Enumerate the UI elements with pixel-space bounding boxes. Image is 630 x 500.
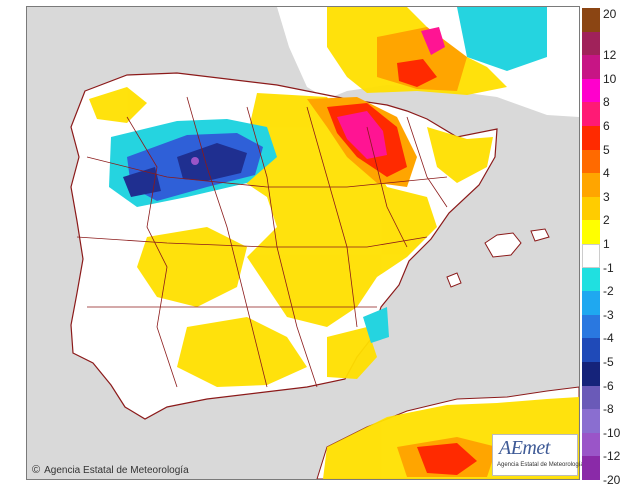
legend-swatch [582,456,600,480]
legend-label: -12 [603,449,621,464]
legend-label: -6 [603,378,614,393]
aemet-logo: AEmet Agencia Estatal de Meteorología [492,434,584,476]
color-scale-legend: 20 12 10 8 6 5 4 3 2 1 -1 -2 -3 -4 -5 -6 -8 -10 -12 -20 [582,8,630,486]
legend-entry: -2 [582,267,630,297]
legend-entry: -6 [582,362,630,392]
legend-label: 1 [603,236,610,251]
legend-label: 5 [603,142,610,157]
legend-label: -8 [603,402,614,417]
map-canvas [27,7,579,479]
legend-entry: 4 [582,149,630,179]
legend-swatch [582,8,600,32]
legend-swatch [582,244,600,268]
legend-entry: -20 [582,456,630,486]
legend-entry: 6 [582,102,630,132]
legend-label: 8 [603,95,610,110]
legend-swatch [582,149,600,174]
legend-label: 10 [603,71,617,86]
province-borders [76,96,448,388]
legend-swatch [582,31,600,56]
legend-entry: 2 [582,196,630,226]
legend-entry: 5 [582,126,630,156]
legend-entry: -10 [582,409,630,439]
legend-swatch [582,409,600,433]
legend-label: 12 [603,48,617,63]
legend-swatch [582,362,600,386]
legend-swatch [582,220,600,244]
legend-swatch [582,102,600,126]
legend-label: 3 [603,189,610,204]
legend-entry: 3 [582,173,630,203]
logo-brand: AEmet [499,437,550,459]
legend-entry: 1 [582,220,630,250]
temperature-anomaly-map [26,6,580,480]
legend-label: -4 [603,331,614,346]
legend-swatch [582,314,600,339]
legend-label: -2 [603,284,614,299]
cold-anomaly-purple-spot [191,157,199,165]
legend-swatch [582,267,600,292]
legend-entry: -5 [582,338,630,368]
legend-label: -5 [603,354,614,369]
legend-swatch [582,55,600,79]
legend-swatch [582,338,600,362]
mallorca-island [484,232,522,258]
legend-label: -1 [603,260,614,275]
legend-entry: -8 [582,385,630,415]
legend-swatch [582,126,600,150]
legend-swatch [582,385,600,410]
legend-label: 6 [603,118,610,133]
menorca-island [530,228,550,242]
legend-label: 4 [603,166,610,181]
cold-anomaly-darkblue [123,143,247,197]
legend-entry: -4 [582,314,630,344]
legend-swatch [582,78,600,103]
legend-swatch [582,432,600,457]
logo-subtitle: Agencia Estatal de Meteorología [497,462,584,468]
legend-swatch [582,291,600,315]
credit-text: Agencia Estatal de Meteorología [44,465,189,476]
legend-label: 20 [603,7,617,21]
ibiza-island [446,272,462,288]
legend-swatch [582,196,600,221]
legend-label: 2 [603,213,610,228]
copyright-symbol: © [32,464,41,476]
legend-entry: -12 [582,432,630,462]
credit-caption: © Agencia Estatal de Meteorología [32,464,189,476]
legend-swatch [582,173,600,197]
legend-label: -10 [603,425,621,440]
legend-entry: -3 [582,291,630,321]
warm-anomaly-magenta [337,27,445,159]
legend-entry: 20 [582,8,630,32]
legend-entry: 8 [582,78,630,108]
legend-entry: 10 [582,55,630,85]
legend-label: -20 [603,472,621,487]
legend-label: -3 [603,307,614,322]
legend-entry: 12 [582,31,630,61]
legend-entry: -1 [582,244,630,274]
